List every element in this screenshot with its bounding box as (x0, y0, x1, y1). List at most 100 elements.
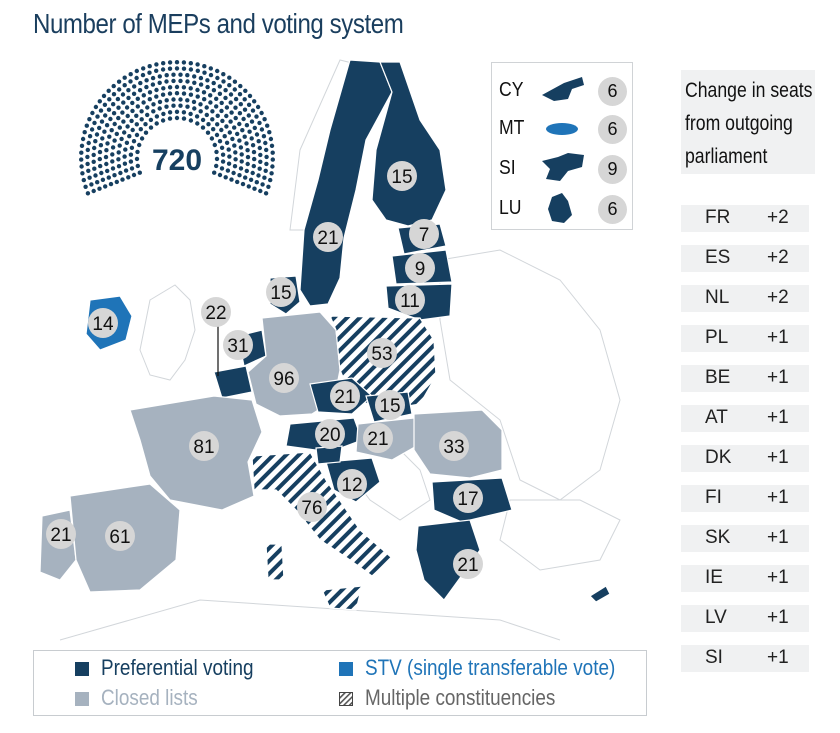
seat-badge-circle (375, 390, 405, 420)
seat-badge: 12 (337, 469, 367, 499)
change-row: PL +1 (681, 325, 809, 352)
inset-row: LU 6 (492, 189, 632, 227)
inset-badge: 6 (598, 115, 627, 144)
seat-badge-value: 15 (391, 167, 412, 188)
seat-badge: 53 (367, 338, 397, 368)
change-row: SI +1 (681, 645, 809, 672)
change-heading-line: parliament (685, 145, 768, 168)
change-country-code: IE (705, 567, 723, 588)
seat-badge-circle (387, 161, 417, 191)
country-italy-sicily (321, 585, 363, 611)
country-shapes (39, 59, 611, 611)
seat-badge: 15 (266, 277, 296, 307)
hemicycle-total: 720 (152, 144, 202, 177)
seat-badge-value: 7 (419, 225, 430, 246)
seat-badge-value: 81 (193, 437, 214, 458)
seat-badge-circle (201, 297, 231, 327)
legend-label: Closed lists (101, 685, 198, 710)
change-country-code: SK (705, 527, 731, 548)
seat-badge-circle (315, 419, 345, 449)
change-row: LV +1 (681, 605, 809, 632)
seat-badge: 33 (439, 431, 469, 461)
change-value: +1 (767, 407, 789, 428)
legend-swatch (75, 692, 89, 706)
change-row: SK +1 (681, 525, 809, 552)
inset-code: CY (499, 79, 524, 101)
seat-badge-value: 33 (443, 437, 464, 458)
inset-code: MT (499, 117, 525, 139)
seat-badge: 76 (297, 492, 327, 522)
seat-badge-value: 21 (367, 429, 388, 450)
change-value: +1 (767, 327, 789, 348)
luxembourg-shape-icon (548, 193, 572, 223)
seat-badge-circle (88, 308, 118, 338)
seat-badge-value: 17 (457, 489, 478, 510)
seat-badge-circle (367, 338, 397, 368)
seat-badge: 15 (375, 390, 405, 420)
change-value: +1 (767, 487, 789, 508)
seat-badge-circle (395, 285, 425, 315)
seat-badge-value: 76 (301, 498, 322, 519)
seat-badge-circle (223, 330, 253, 360)
country-belgium (213, 365, 253, 399)
change-row: BE +1 (681, 365, 809, 392)
hatch-swatch-icon (339, 692, 353, 706)
legend-label: Preferential voting (101, 655, 254, 680)
seat-badge: 21 (313, 222, 343, 252)
seat-badge-circle (297, 492, 327, 522)
seat-badge-circle (313, 222, 343, 252)
change-heading-line: Change in seats (685, 79, 813, 102)
seat-badge: 21 (330, 381, 360, 411)
change-row: DK +1 (681, 445, 809, 472)
seat-badge-circle (439, 431, 469, 461)
seat-badge-circle (453, 483, 483, 513)
seat-badge-circle (330, 381, 360, 411)
change-value: +2 (767, 287, 789, 308)
malta-shape-icon (546, 123, 578, 135)
seat-badge: 81 (189, 431, 219, 461)
seat-badge-value: 21 (317, 228, 338, 249)
hemicycle (79, 60, 275, 196)
change-country-code: SI (705, 647, 723, 668)
country-italy-sardinia (265, 543, 285, 581)
seat-badge: 9 (405, 253, 435, 283)
legend-swatch (339, 662, 353, 676)
seat-badge-circle (46, 519, 76, 549)
seat-badge: 21 (363, 423, 393, 453)
seat-badge-circle (189, 431, 219, 461)
inset-row: MT 6 (492, 109, 632, 147)
seat-badge-circle (105, 521, 135, 551)
seat-badge-value: 21 (50, 525, 71, 546)
change-value: +1 (767, 647, 789, 668)
seat-badge: 22 (201, 297, 231, 327)
seat-badge-value: 11 (400, 291, 420, 312)
change-value: +1 (767, 447, 789, 468)
seat-badge-circle (409, 219, 439, 249)
seat-badge-value: 15 (379, 396, 400, 417)
seat-badge: 21 (46, 519, 76, 549)
seat-badge: 31 (223, 330, 253, 360)
cyprus-shape-icon (542, 77, 584, 101)
change-value: +1 (767, 567, 789, 588)
inset-code: SI (499, 157, 516, 179)
seat-badge-value: 53 (371, 344, 392, 365)
seat-badge-value: 21 (334, 387, 355, 408)
seat-badge: 17 (453, 483, 483, 513)
seat-badge-circle (337, 469, 367, 499)
change-country-code: BE (705, 367, 731, 388)
seat-badge-value: 31 (227, 336, 248, 357)
inset-code: LU (499, 197, 522, 219)
change-row: FR +2 (681, 205, 809, 232)
seat-badge-value: 22 (205, 303, 226, 324)
seat-badge-value: 14 (92, 314, 114, 335)
change-value: +2 (767, 207, 789, 228)
seat-badge-value: 9 (415, 259, 426, 280)
seat-badge: 11 (395, 285, 425, 315)
small-states-inset: CY 6 MT 6 SI 9 LU 6 (491, 62, 633, 230)
change-country-code: PL (705, 327, 729, 348)
seat-badge-value: 96 (273, 369, 294, 390)
country-cyprus-map (589, 585, 611, 603)
change-value: +2 (767, 247, 789, 268)
legend-swatch (75, 662, 89, 676)
